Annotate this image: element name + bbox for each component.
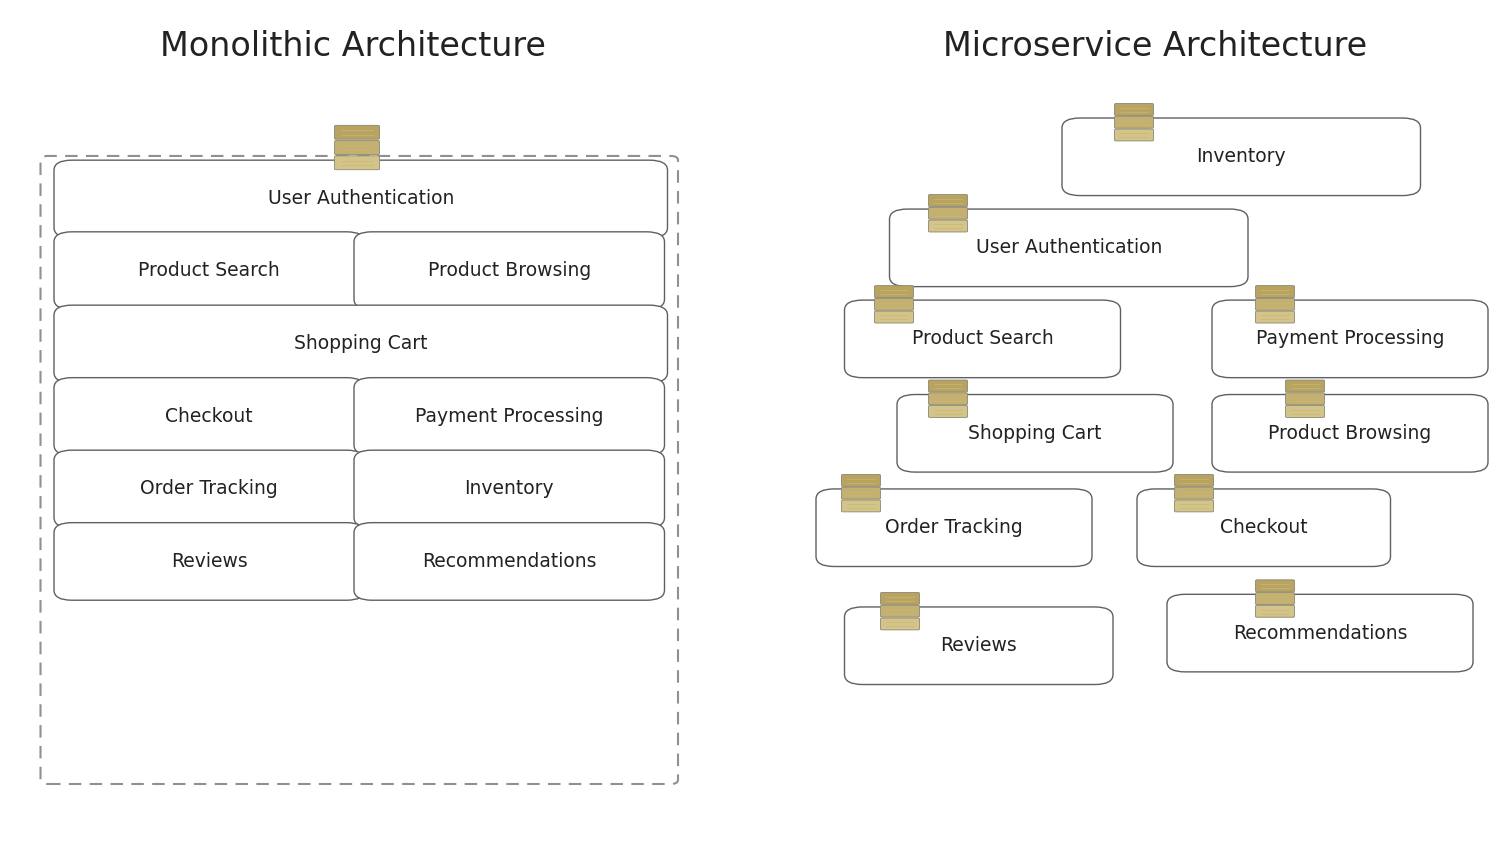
FancyBboxPatch shape [842, 475, 880, 486]
FancyBboxPatch shape [354, 450, 664, 528]
FancyBboxPatch shape [1212, 395, 1488, 472]
Text: Shopping Cart: Shopping Cart [969, 424, 1101, 443]
FancyBboxPatch shape [897, 395, 1173, 472]
FancyBboxPatch shape [1286, 380, 1324, 392]
FancyBboxPatch shape [1286, 405, 1324, 417]
FancyBboxPatch shape [354, 232, 664, 309]
Text: User Authentication: User Authentication [975, 239, 1162, 257]
FancyBboxPatch shape [880, 618, 920, 630]
Text: Inventory: Inventory [1197, 148, 1286, 166]
Text: Product Browsing: Product Browsing [1269, 424, 1431, 443]
FancyBboxPatch shape [334, 156, 380, 169]
FancyBboxPatch shape [928, 405, 968, 417]
FancyBboxPatch shape [890, 209, 1248, 287]
FancyBboxPatch shape [54, 523, 364, 600]
FancyBboxPatch shape [354, 378, 664, 455]
Text: Recommendations: Recommendations [1233, 624, 1407, 642]
FancyBboxPatch shape [1174, 487, 1214, 499]
Text: Microservice Architecture: Microservice Architecture [944, 30, 1366, 62]
FancyBboxPatch shape [54, 160, 668, 238]
FancyBboxPatch shape [1062, 118, 1420, 196]
FancyBboxPatch shape [54, 450, 364, 528]
FancyBboxPatch shape [334, 141, 380, 154]
Text: Checkout: Checkout [165, 407, 254, 426]
FancyBboxPatch shape [1212, 300, 1488, 378]
Text: Inventory: Inventory [465, 480, 554, 498]
FancyBboxPatch shape [1167, 594, 1473, 672]
FancyBboxPatch shape [928, 380, 968, 392]
Text: Order Tracking: Order Tracking [141, 480, 278, 498]
FancyBboxPatch shape [54, 378, 364, 455]
FancyBboxPatch shape [54, 305, 668, 383]
FancyBboxPatch shape [1114, 104, 1154, 115]
FancyBboxPatch shape [1174, 475, 1214, 486]
FancyBboxPatch shape [844, 300, 1120, 378]
FancyBboxPatch shape [874, 311, 914, 323]
Text: Recommendations: Recommendations [422, 552, 597, 571]
Text: User Authentication: User Authentication [267, 190, 454, 208]
FancyBboxPatch shape [1256, 593, 1294, 604]
Text: Product Search: Product Search [138, 261, 280, 280]
FancyBboxPatch shape [874, 286, 914, 298]
FancyBboxPatch shape [928, 220, 968, 232]
FancyBboxPatch shape [842, 500, 880, 512]
Text: Product Search: Product Search [912, 330, 1053, 348]
Text: Payment Processing: Payment Processing [1256, 330, 1444, 348]
FancyBboxPatch shape [816, 489, 1092, 566]
FancyBboxPatch shape [928, 207, 968, 219]
FancyBboxPatch shape [844, 607, 1113, 685]
Text: Checkout: Checkout [1220, 518, 1308, 537]
FancyBboxPatch shape [1256, 286, 1294, 298]
FancyBboxPatch shape [880, 605, 920, 617]
FancyBboxPatch shape [1256, 311, 1294, 323]
FancyBboxPatch shape [54, 232, 364, 309]
FancyBboxPatch shape [1114, 116, 1154, 128]
FancyBboxPatch shape [1137, 489, 1390, 566]
FancyBboxPatch shape [928, 195, 968, 207]
FancyBboxPatch shape [1114, 129, 1154, 141]
Text: Reviews: Reviews [171, 552, 248, 571]
FancyBboxPatch shape [1174, 500, 1214, 512]
FancyBboxPatch shape [1286, 393, 1324, 405]
FancyBboxPatch shape [354, 523, 664, 600]
Text: Payment Processing: Payment Processing [416, 407, 603, 426]
Text: Order Tracking: Order Tracking [885, 518, 1023, 537]
FancyBboxPatch shape [1256, 605, 1294, 617]
FancyBboxPatch shape [842, 487, 880, 499]
Text: Reviews: Reviews [940, 636, 1017, 655]
FancyBboxPatch shape [928, 393, 968, 405]
Text: Monolithic Architecture: Monolithic Architecture [159, 30, 546, 62]
FancyBboxPatch shape [334, 126, 380, 139]
FancyBboxPatch shape [880, 593, 920, 604]
FancyBboxPatch shape [1256, 580, 1294, 592]
FancyBboxPatch shape [874, 298, 914, 310]
Text: Product Browsing: Product Browsing [427, 261, 591, 280]
FancyBboxPatch shape [1256, 298, 1294, 310]
Text: Shopping Cart: Shopping Cart [294, 335, 427, 353]
